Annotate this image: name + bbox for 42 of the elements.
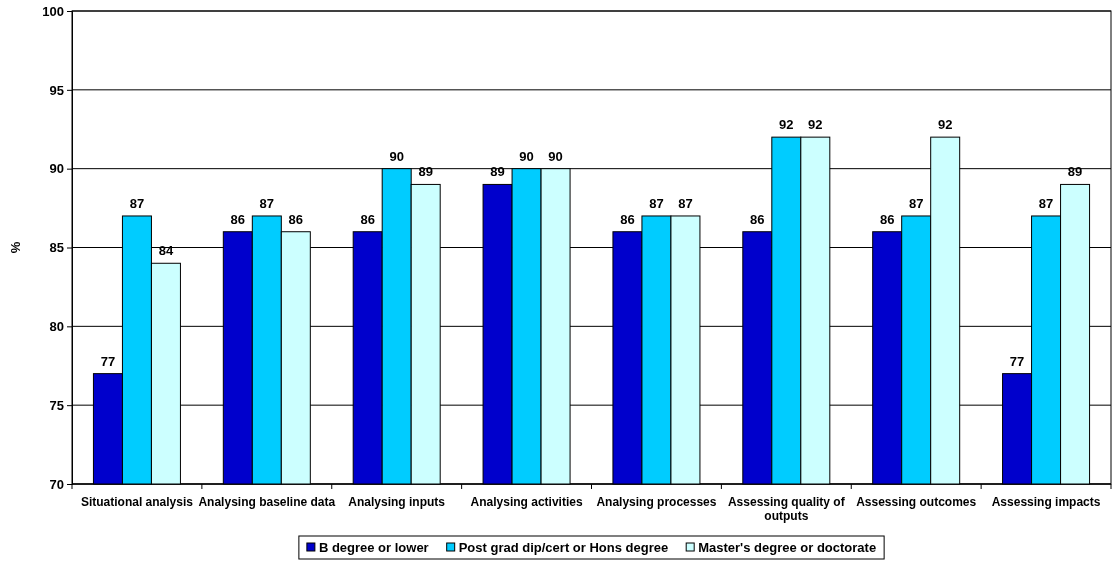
data-label: 87: [259, 195, 275, 211]
legend-label: Master's degree or doctorate: [698, 540, 877, 555]
x-tick-label: Situational analysis: [80, 495, 194, 509]
data-label: 92: [937, 117, 953, 133]
data-label: 86: [879, 211, 895, 227]
x-tick-label: Assessing outcomes: [856, 495, 977, 509]
data-label: 89: [490, 164, 505, 180]
y-tick-label: 90: [49, 161, 64, 177]
x-tick-label: Analysing inputs: [348, 495, 446, 509]
data-label: 90: [389, 148, 404, 164]
x-tick-label: Assessing impacts: [991, 495, 1101, 509]
y-tick-label: 100: [42, 3, 64, 19]
y-tick-label: 85: [49, 240, 64, 256]
data-label: 87: [1038, 195, 1054, 211]
y-tick-label: 95: [49, 82, 64, 98]
data-label: 77: [1009, 353, 1025, 369]
x-tick-label: Analysing processes: [596, 495, 717, 509]
x-tick-label: Analysing baseline data: [198, 495, 336, 509]
y-tick-label: 75: [49, 397, 64, 413]
data-label: 89: [418, 164, 433, 180]
data-label: 86: [620, 211, 635, 227]
data-label: 77: [100, 353, 116, 369]
data-label: 87: [908, 195, 924, 211]
data-label: 86: [288, 211, 304, 227]
legend-label: B degree or lower: [318, 540, 429, 555]
y-tick-label: 80: [49, 318, 64, 334]
data-label: 87: [649, 195, 664, 211]
data-label: 86: [750, 211, 765, 227]
data-label: 89: [1067, 164, 1083, 180]
x-tick-label: Analysing activities: [470, 495, 583, 509]
data-label: 87: [129, 195, 145, 211]
y-tick-label: 70: [49, 476, 64, 492]
data-label: 92: [808, 117, 823, 133]
data-label: 86: [360, 211, 375, 227]
legend-label: Post grad dip/cert or Hons degree: [458, 540, 669, 555]
y-axis-title: %: [8, 241, 23, 254]
data-label: 92: [779, 117, 794, 133]
data-label: 90: [519, 148, 534, 164]
data-label: 90: [548, 148, 563, 164]
data-label: 87: [678, 195, 693, 211]
x-tick-label: Assessing quality of outputs: [727, 495, 846, 523]
data-label: 86: [230, 211, 246, 227]
